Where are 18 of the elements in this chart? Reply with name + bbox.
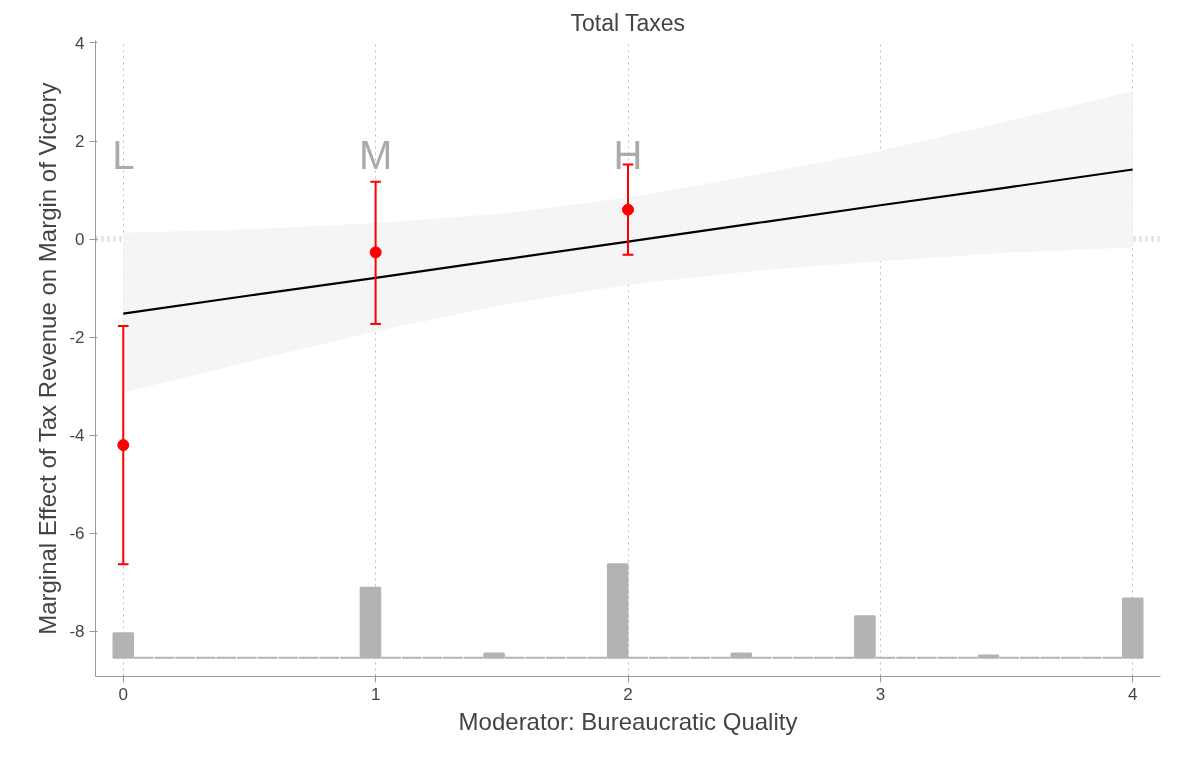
x-tick-label: 4 xyxy=(1128,684,1138,704)
chart-title: Total Taxes xyxy=(570,9,686,36)
y-tick-label: 0 xyxy=(75,230,85,250)
y-tick-label: 4 xyxy=(75,33,85,53)
y-tick-label: -4 xyxy=(69,426,85,446)
y-tick-label: 2 xyxy=(75,132,85,152)
y-tick-label: -8 xyxy=(69,622,85,642)
x-tick-label: 0 xyxy=(118,684,128,704)
y-tick-label: -6 xyxy=(69,524,85,544)
y-axis-title: Marginal Effect of Tax Revenue on Margin of Victory xyxy=(34,82,62,635)
x-tick-label: 1 xyxy=(370,684,381,704)
annotation: L xyxy=(112,132,135,177)
annotation: H xyxy=(613,132,643,177)
x-tick-label: 3 xyxy=(875,684,886,704)
x-tick-label: 2 xyxy=(623,684,633,704)
x-axis-title: Moderator: Bureaucratic Quality xyxy=(458,707,798,735)
y-tick-label: -2 xyxy=(69,328,85,348)
annotation: M xyxy=(358,132,393,177)
